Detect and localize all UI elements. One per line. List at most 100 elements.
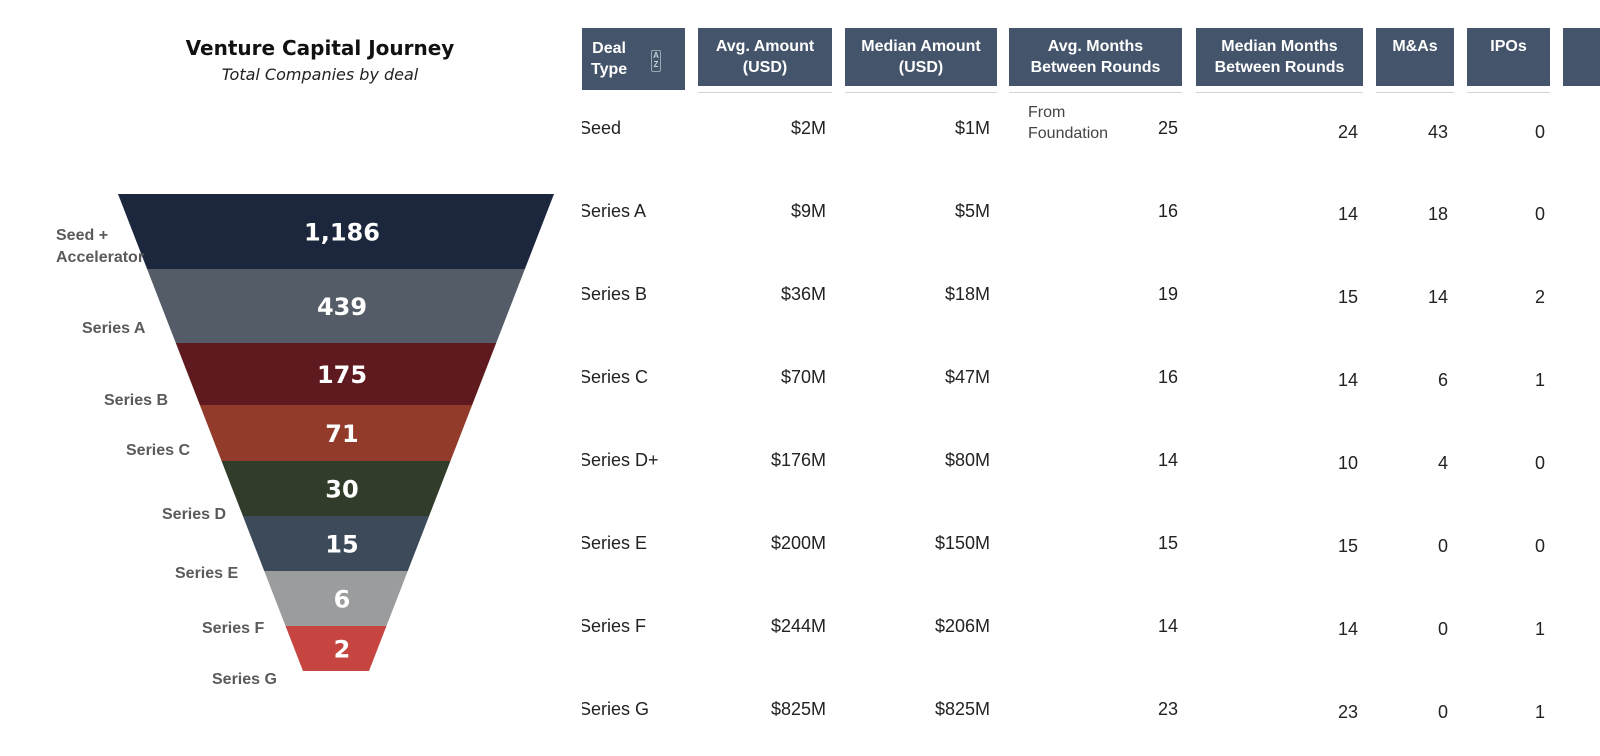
cell-deal: Series D+ [582, 450, 659, 470]
cell-median_months: 14 [1337, 204, 1358, 224]
cell-avg_months: 25 [1157, 118, 1178, 138]
stage-label: Series D [162, 506, 226, 523]
stage-label: Series B [104, 392, 168, 409]
cell-mas: 43 [1427, 122, 1448, 142]
header-underline [1467, 92, 1550, 93]
cell-mas: 0 [1437, 702, 1448, 722]
cell-deal: Series A [582, 201, 647, 221]
cell-note: From Foundation [1028, 104, 1109, 142]
funnel-segment-8 [285, 626, 387, 671]
cell-avg_months: 16 [1157, 367, 1178, 387]
funnel-segment-4 [199, 405, 473, 461]
cell-median_amount: $825M [934, 699, 990, 719]
cell-median_months: 23 [1337, 702, 1358, 722]
stage-label: Series C [126, 442, 190, 459]
funnel-segment-1 [118, 194, 554, 269]
cell-deal: Series B [582, 284, 648, 304]
cell-avg_amount: $36M [780, 284, 826, 304]
cell-mas: 18 [1427, 204, 1448, 224]
header-underline [1376, 92, 1454, 93]
funnel-segment-7 [264, 571, 408, 626]
column-header-avg_amount[interactable]: Avg. Amount (USD) [698, 28, 832, 86]
funnel-segment-5 [221, 461, 451, 516]
stage-value: 2 [334, 636, 351, 664]
cell-ipos: 1 [1534, 370, 1545, 390]
cell-median_months: 14 [1337, 370, 1358, 390]
cell-mas: 14 [1427, 287, 1448, 307]
cell-avg_months: 23 [1157, 699, 1178, 719]
cell-ipos: 2 [1534, 287, 1545, 307]
cell-median_months: 10 [1337, 453, 1358, 473]
funnel-segment-2 [147, 269, 525, 343]
cell-median_amount: $5M [954, 201, 990, 221]
cell-deal: Seed [582, 118, 622, 138]
column-header-mas[interactable]: M&As [1376, 28, 1454, 86]
cell-median_months: 15 [1337, 536, 1358, 556]
column-header-ipos[interactable]: IPOs [1467, 28, 1550, 86]
cell-avg_amount: $244M [770, 616, 826, 636]
cell-median_amount: $80M [944, 450, 990, 470]
stage-value: 6 [334, 586, 351, 614]
stage-value: 15 [325, 531, 358, 559]
cell-median_months: 15 [1337, 287, 1358, 307]
header-underline [1196, 92, 1363, 93]
column-header-avg_months[interactable]: Avg. Months Between Rounds [1009, 28, 1182, 86]
cell-avg_months: 15 [1157, 533, 1178, 553]
funnel-segment-3 [175, 343, 497, 405]
column-header-median_months[interactable]: Median Months Between Rounds [1196, 28, 1363, 86]
cell-avg_amount: $70M [780, 367, 826, 387]
cell-ipos: 1 [1534, 702, 1545, 722]
cell-mas: 6 [1437, 370, 1448, 390]
cell-avg_months: 19 [1157, 284, 1178, 304]
header-underline [845, 92, 997, 93]
cell-avg_amount: $176M [770, 450, 826, 470]
cell-median_amount: $18M [944, 284, 990, 304]
column-header-overflow[interactable] [1563, 28, 1600, 86]
stage-value: 175 [317, 361, 367, 389]
stage-label: Series E [175, 565, 238, 582]
cell-median_amount: $1M [954, 118, 990, 138]
cell-avg_amount: $200M [770, 533, 826, 553]
stage-value: 30 [325, 476, 358, 504]
chart-title: Venture Capital Journey [185, 36, 455, 60]
stage-label: Series F [202, 620, 264, 637]
cell-median_months: 14 [1337, 619, 1358, 639]
cell-ipos: 1 [1534, 619, 1545, 639]
chart-subtitle: Total Companies by deal [221, 65, 419, 84]
cell-mas: 0 [1437, 536, 1448, 556]
cell-avg_months: 16 [1157, 201, 1178, 221]
cell-median_amount: $47M [944, 367, 990, 387]
header-underline [698, 92, 832, 93]
cell-deal: Series F [582, 616, 647, 636]
cell-deal: Series E [582, 533, 648, 553]
stage-label: Series G [212, 671, 277, 688]
cell-deal: Series G [582, 699, 650, 719]
cell-ipos: 0 [1534, 122, 1545, 142]
cell-median_months: 24 [1337, 122, 1358, 142]
cell-mas: 4 [1437, 453, 1448, 473]
header-underline [1009, 92, 1182, 93]
cell-median_amount: $150M [934, 533, 990, 553]
stage-value: 71 [325, 420, 358, 448]
stage-label: Seed + Accelerator [56, 227, 144, 266]
cell-avg_amount: $9M [790, 201, 826, 221]
column-header-median_amount[interactable]: Median Amount (USD) [845, 28, 997, 86]
cell-avg_months: 14 [1157, 450, 1178, 470]
column-header-deal[interactable]: Deal Type A Z [582, 28, 685, 90]
deal-table: Deal Type A Z Avg. Amount (USD) Median Amoun… [582, 0, 1600, 756]
cell-avg_amount: $2M [790, 118, 826, 138]
stage-value: 1,186 [304, 219, 380, 247]
funnel-segment-6 [242, 516, 430, 571]
stage-value: 439 [317, 293, 367, 321]
cell-ipos: 0 [1534, 536, 1545, 556]
funnel-chart: Venture Capital Journey Total Companies … [0, 0, 580, 756]
funnel-plot: 1,186 Seed + Accelerator 439 Series A 175 Seri… [56, 194, 554, 688]
cell-ipos: 0 [1534, 453, 1545, 473]
cell-avg_amount: $825M [770, 699, 826, 719]
cell-deal: Series C [582, 367, 649, 387]
stage-label: Series A [82, 320, 146, 337]
cell-avg_months: 14 [1157, 616, 1178, 636]
cell-ipos: 0 [1534, 204, 1545, 224]
cell-median_amount: $206M [934, 616, 990, 636]
